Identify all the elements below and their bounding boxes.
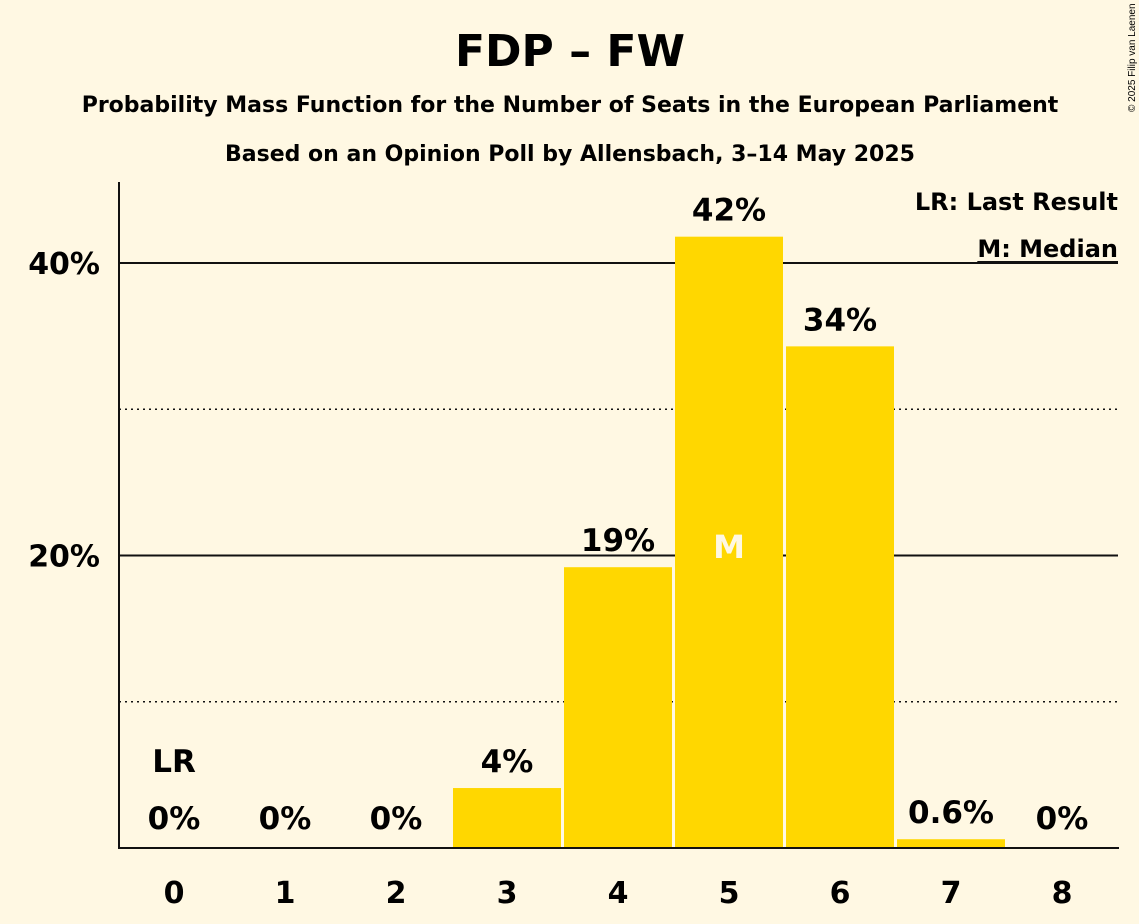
last-result-marker: LR [152, 744, 196, 780]
x-tick-label-4: 4 [608, 876, 629, 911]
x-tick-label-5: 5 [719, 876, 740, 911]
x-tick-labels: 0 1 2 3 4 5 6 7 8 [164, 876, 1073, 911]
bar-5 [675, 236, 783, 849]
bar-3 [453, 788, 561, 848]
data-label-6: 34% [803, 302, 877, 338]
legend: LR: Last Result M: Median [915, 188, 1118, 263]
chart-subtitle-source: Based on an Opinion Poll by Allensbach, … [225, 142, 915, 167]
bar-7 [897, 839, 1005, 848]
x-tick-label-2: 2 [386, 876, 407, 911]
legend-last-result: LR: Last Result [915, 188, 1118, 216]
data-label-3: 4% [481, 744, 534, 780]
x-tick-label-1: 1 [275, 876, 296, 911]
bar-6 [786, 346, 894, 848]
x-tick-label-0: 0 [164, 876, 185, 911]
x-tick-label-8: 8 [1052, 876, 1073, 911]
median-marker: M [713, 528, 745, 566]
copyright-notice: © 2025 Filip van Laenen [1127, 3, 1138, 112]
data-label-2: 0% [370, 801, 423, 837]
data-label-0: 0% [148, 801, 201, 837]
y-tick-labels: 20% 40% [28, 247, 100, 575]
x-tick-label-6: 6 [830, 876, 851, 911]
data-label-7: 0.6% [908, 795, 994, 831]
legend-median: M: Median [977, 235, 1118, 263]
x-tick-label-3: 3 [497, 876, 518, 911]
data-label-8: 0% [1036, 801, 1089, 837]
bar-4 [564, 567, 672, 848]
data-label-1: 0% [259, 801, 312, 837]
y-tick-label-40: 40% [28, 247, 100, 282]
data-label-4: 19% [581, 523, 655, 559]
y-tick-label-20: 20% [28, 540, 100, 575]
chart-title: FDP – FW [455, 26, 685, 77]
bars [453, 236, 1005, 849]
data-label-5: 42% [692, 193, 766, 229]
x-tick-label-7: 7 [941, 876, 962, 911]
chart-subtitle: Probability Mass Function for the Number… [82, 93, 1059, 118]
data-labels: 0% 0% 0% 4% 19% 42% 34% 0.6% 0% LR M [148, 193, 1089, 837]
